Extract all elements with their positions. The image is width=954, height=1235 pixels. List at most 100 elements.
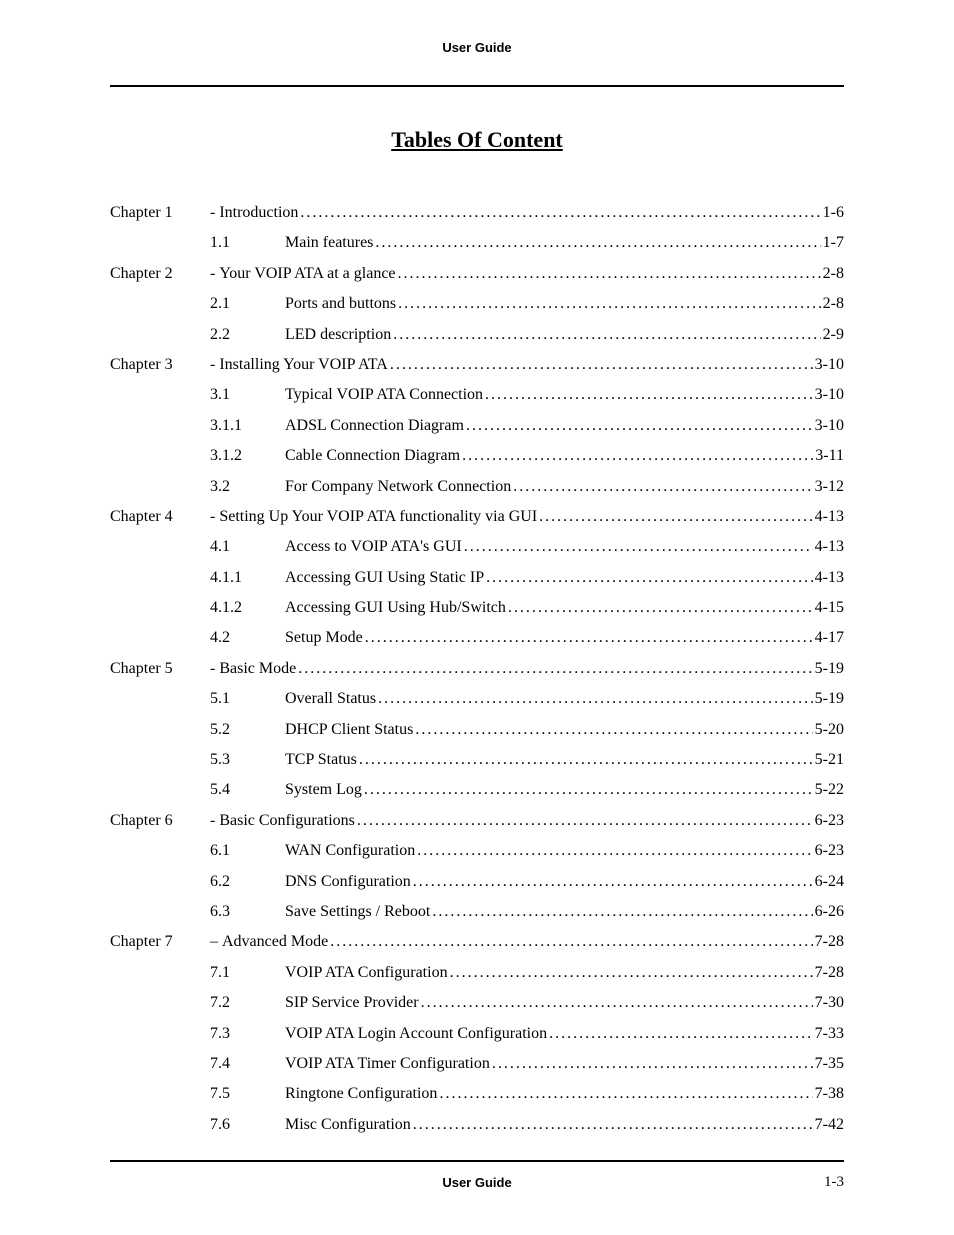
toc-section-row: 5.2DHCP Client Status5-20 bbox=[110, 715, 844, 745]
entry-title: Cable Connection Diagram bbox=[285, 441, 460, 471]
toc-section-row: 7.4VOIP ATA Timer Configuration7-35 bbox=[110, 1049, 844, 1079]
page-number: 5-19 bbox=[815, 684, 844, 714]
section-number: 2.2 bbox=[210, 320, 285, 350]
entry-title: Access to VOIP ATA's GUI bbox=[285, 532, 462, 562]
entry-title: Save Settings / Reboot bbox=[285, 897, 430, 927]
entry-title: Advanced Mode bbox=[222, 927, 328, 957]
toc: Chapter 1- Introduction1-61.1Main featur… bbox=[110, 198, 844, 1140]
chapter-dash: – bbox=[210, 927, 218, 957]
leader-dots bbox=[300, 198, 820, 228]
toc-section-row: 3.2For Company Network Connection 3-12 bbox=[110, 472, 844, 502]
toc-chapter-row: Chapter 2- Your VOIP ATA at a glance2-8 bbox=[110, 259, 844, 289]
leader-dots bbox=[486, 563, 813, 593]
page-number: 4-13 bbox=[815, 563, 844, 593]
toc-section-row: 2.1Ports and buttons2-8 bbox=[110, 289, 844, 319]
entry-title: For Company Network Connection bbox=[285, 472, 511, 502]
section-number: 7.1 bbox=[210, 958, 285, 988]
chapter-label: Chapter 5 bbox=[110, 654, 210, 684]
leader-dots bbox=[330, 927, 812, 957]
leader-dots bbox=[513, 472, 812, 502]
toc-chapter-row: Chapter 1- Introduction 1-6 bbox=[110, 198, 844, 228]
entry-title: Ringtone Configuration bbox=[285, 1079, 437, 1109]
page-number: 4-13 bbox=[815, 502, 844, 532]
entry-title: Setup Mode bbox=[285, 623, 363, 653]
leader-dots bbox=[485, 380, 813, 410]
page-number: 5-19 bbox=[815, 654, 844, 684]
toc-section-row: 3.1.1ADSL Connection Diagram3-10 bbox=[110, 411, 844, 441]
leader-dots bbox=[462, 441, 813, 471]
leader-dots bbox=[549, 1019, 813, 1049]
leader-dots bbox=[357, 806, 813, 836]
leader-dots bbox=[464, 532, 813, 562]
header-title: User Guide bbox=[110, 40, 844, 55]
page-number: 7-30 bbox=[815, 988, 844, 1018]
leader-dots bbox=[492, 1049, 813, 1079]
header-rule bbox=[110, 85, 844, 87]
page-number: 6-24 bbox=[815, 867, 844, 897]
entry-title: VOIP ATA Login Account Configuration bbox=[285, 1019, 547, 1049]
leader-dots bbox=[432, 897, 812, 927]
toc-section-row: 5.3TCP Status5-21 bbox=[110, 745, 844, 775]
toc-chapter-row: Chapter 6- Basic Configurations6-23 bbox=[110, 806, 844, 836]
toc-chapter-row: Chapter 5- Basic Mode5-19 bbox=[110, 654, 844, 684]
chapter-label: Chapter 1 bbox=[110, 198, 210, 228]
entry-title: Typical VOIP ATA Connection bbox=[285, 380, 483, 410]
chapter-dash: - bbox=[210, 198, 215, 228]
page-number: 3-11 bbox=[815, 441, 844, 471]
leader-dots bbox=[390, 350, 813, 380]
section-number: 7.2 bbox=[210, 988, 285, 1018]
entry-title: WAN Configuration bbox=[285, 836, 415, 866]
page-number: 1-7 bbox=[823, 228, 844, 258]
leader-dots bbox=[450, 958, 813, 988]
page-number: 3-10 bbox=[815, 350, 844, 380]
section-number: 4.1.1 bbox=[210, 563, 285, 593]
section-number: 3.2 bbox=[210, 472, 285, 502]
page-number: 7-35 bbox=[815, 1049, 844, 1079]
chapter-label: Chapter 4 bbox=[110, 502, 210, 532]
section-number: 3.1 bbox=[210, 380, 285, 410]
footer-rule bbox=[110, 1160, 844, 1162]
section-number: 4.1.2 bbox=[210, 593, 285, 623]
section-number: 6.3 bbox=[210, 897, 285, 927]
leader-dots bbox=[298, 654, 812, 684]
footer-center: User Guide bbox=[442, 1175, 511, 1190]
chapter-label: Chapter 7 bbox=[110, 927, 210, 957]
toc-section-row: 5.1Overall Status5-19 bbox=[110, 684, 844, 714]
section-number: 7.3 bbox=[210, 1019, 285, 1049]
entry-title: DHCP Client Status bbox=[285, 715, 413, 745]
section-number: 4.1 bbox=[210, 532, 285, 562]
chapter-dash: - bbox=[210, 806, 215, 836]
chapter-dash: - bbox=[210, 502, 215, 532]
leader-dots bbox=[359, 745, 813, 775]
leader-dots bbox=[365, 623, 813, 653]
toc-section-row: 6.2DNS Configuration6-24 bbox=[110, 867, 844, 897]
page-number: 3-12 bbox=[815, 472, 844, 502]
section-number: 7.4 bbox=[210, 1049, 285, 1079]
entry-title: System Log bbox=[285, 775, 362, 805]
page-number: 6-23 bbox=[815, 836, 844, 866]
toc-section-row: 4.1Access to VOIP ATA's GUI 4-13 bbox=[110, 532, 844, 562]
page-number: 7-33 bbox=[815, 1019, 844, 1049]
entry-title: ADSL Connection Diagram bbox=[285, 411, 464, 441]
entry-title: SIP Service Provider bbox=[285, 988, 419, 1018]
toc-section-row: 7.3VOIP ATA Login Account Configuration 7… bbox=[110, 1019, 844, 1049]
section-number: 3.1.1 bbox=[210, 411, 285, 441]
toc-section-row: 4.1.2Accessing GUI Using Hub/Switch4-15 bbox=[110, 593, 844, 623]
page-number: 7-42 bbox=[815, 1110, 844, 1140]
entry-title: Introduction bbox=[219, 198, 298, 228]
entry-title: Your VOIP ATA at a glance bbox=[219, 259, 395, 289]
section-number: 6.2 bbox=[210, 867, 285, 897]
page-number: 4-13 bbox=[815, 532, 844, 562]
page-number: 2-8 bbox=[823, 289, 844, 319]
toc-section-row: 7.5Ringtone Configuration7-38 bbox=[110, 1079, 844, 1109]
leader-dots bbox=[466, 411, 813, 441]
entry-title: Installing Your VOIP ATA bbox=[219, 350, 388, 380]
leader-dots bbox=[415, 715, 812, 745]
toc-section-row: 7.6Misc Configuration7-42 bbox=[110, 1110, 844, 1140]
page-number: 1-6 bbox=[823, 198, 844, 228]
leader-dots bbox=[375, 228, 820, 258]
toc-section-row: 5.4System Log5-22 bbox=[110, 775, 844, 805]
toc-section-row: 7.1VOIP ATA Configuration7-28 bbox=[110, 958, 844, 988]
section-number: 5.4 bbox=[210, 775, 285, 805]
toc-chapter-row: Chapter 3- Installing Your VOIP ATA3-10 bbox=[110, 350, 844, 380]
